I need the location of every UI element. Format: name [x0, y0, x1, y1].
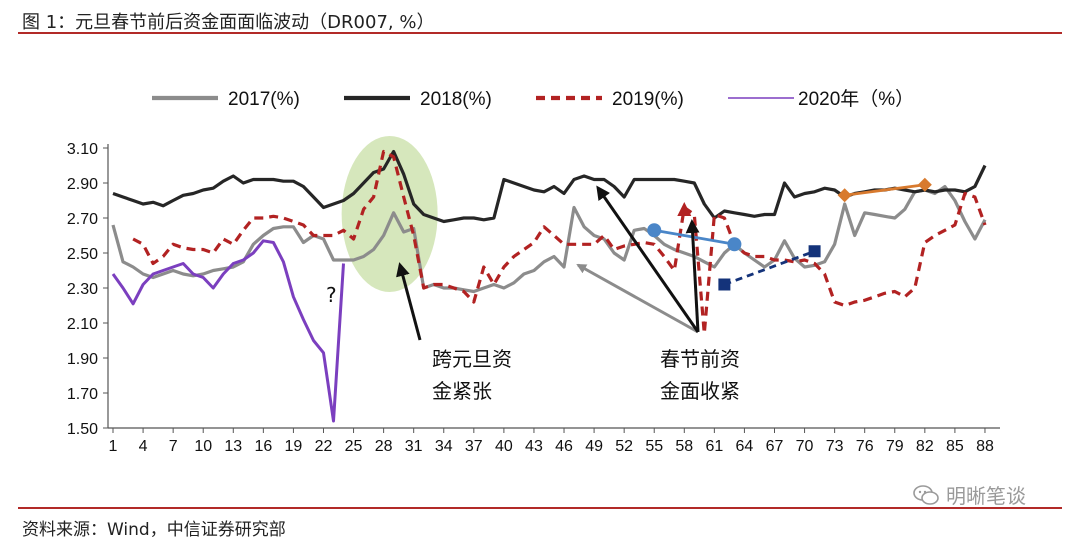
- arrow-new-year: [396, 262, 422, 341]
- chart-series: [111, 149, 987, 423]
- x-tick-label: 82: [916, 438, 934, 455]
- x-tick-label: 61: [705, 438, 723, 455]
- x-tick-label: 22: [315, 438, 333, 455]
- marker-point-red-triangle: [677, 202, 692, 216]
- new-year-highlight: [341, 136, 438, 292]
- x-tick-label: 43: [525, 438, 543, 455]
- chart-axes: 3.102.902.702.502.302.101.901.701.501 4 7 1…: [67, 141, 1000, 455]
- y-tick-label: 2.70: [67, 211, 98, 228]
- x-tick-label: 73: [826, 438, 844, 455]
- series-line-3: [111, 239, 345, 423]
- marker-point-navy: [808, 245, 821, 258]
- marker-line-navy: [723, 249, 816, 286]
- x-tick-label: 85: [946, 438, 964, 455]
- annotation-question-mark: ?: [326, 283, 337, 307]
- x-tick-label: 76: [856, 438, 874, 455]
- x-tick-label: 49: [585, 438, 603, 455]
- x-tick-label: 46: [555, 438, 573, 455]
- series-line-2: [132, 149, 987, 336]
- legend-label-2: 2019(%): [612, 89, 684, 110]
- x-tick-label: 88: [976, 438, 994, 455]
- marker-point-blue: [727, 237, 742, 252]
- y-tick-label: 1.50: [67, 421, 98, 438]
- x-tick-label: 37: [465, 438, 483, 455]
- x-tick-label: 40: [495, 438, 513, 455]
- x-tick-label: 4: [139, 438, 148, 455]
- series-line-1: [112, 149, 987, 224]
- x-tick-label: 1: [109, 438, 118, 455]
- legend-label-1: 2018(%): [420, 89, 492, 110]
- arrow-spring-2017: [576, 263, 699, 334]
- x-tick-label: 55: [645, 438, 663, 455]
- x-tick-label: 34: [435, 438, 453, 455]
- x-tick-label: 70: [796, 438, 814, 455]
- marker-line-orange: [844, 183, 926, 197]
- x-tick-label: 28: [375, 438, 393, 455]
- chart-markers: [647, 177, 932, 291]
- legend-label-3: 2020年（%）: [798, 88, 914, 110]
- annotation-cross-new-year-1: 跨元旦资: [432, 347, 512, 371]
- arrow-spring-2019: [685, 219, 700, 333]
- x-tick-label: 25: [345, 438, 363, 455]
- arrow-spring-2018: [596, 185, 700, 333]
- y-tick-label: 3.10: [67, 141, 98, 158]
- y-tick-label: 1.70: [67, 386, 98, 403]
- source-note: 资料来源：Wind，中信证券研究部: [22, 520, 286, 540]
- x-tick-label: 31: [405, 438, 423, 455]
- y-tick-label: 1.90: [67, 351, 98, 368]
- annotation-pre-spring-2: 金面收紧: [660, 379, 740, 403]
- y-tick-label: 2.50: [67, 246, 98, 263]
- x-tick-label: 7: [169, 438, 178, 455]
- marker-point-orange: [917, 177, 932, 192]
- x-tick-label: 52: [615, 438, 633, 455]
- annotation-pre-spring-1: 春节前资: [660, 347, 740, 371]
- marker-point-orange: [837, 188, 852, 203]
- legend-label-0: 2017(%): [228, 89, 300, 110]
- chart-caption: 图 1：元旦春节前后资金面面临波动（DR007, %）: [22, 12, 435, 33]
- x-tick-label: 10: [194, 438, 212, 455]
- annotation-arrows: [396, 185, 700, 341]
- wechat-icon: [913, 484, 939, 505]
- top-divider: [18, 32, 1062, 34]
- y-tick-label: 2.10: [67, 316, 98, 333]
- x-tick-label: 13: [224, 438, 242, 455]
- x-tick-label: 67: [766, 438, 784, 455]
- annotation-labels: ? 跨元旦资 金紧张 春节前资 金面收紧: [326, 283, 740, 403]
- watermark-text: 明晰笔谈: [946, 484, 1026, 508]
- line-chart: 3.102.902.702.502.302.101.901.701.501 4 7 1…: [67, 88, 1000, 455]
- highlight-ellipse: [341, 136, 438, 292]
- x-tick-label: 58: [675, 438, 693, 455]
- annotation-cross-new-year-2: 金紧张: [432, 379, 492, 403]
- marker-point-navy: [718, 278, 731, 291]
- x-tick-label: 16: [254, 438, 272, 455]
- bottom-divider: [18, 507, 1062, 509]
- y-tick-label: 2.90: [67, 176, 98, 193]
- chart-legend: 2017(%) 2018(%) 2019(%) 2020年（%）: [152, 88, 914, 110]
- series-line-0: [111, 184, 987, 294]
- y-tick-label: 2.30: [67, 281, 98, 298]
- x-tick-label: 79: [886, 438, 904, 455]
- marker-point-blue: [647, 223, 662, 238]
- x-tick-label: 64: [736, 438, 754, 455]
- x-tick-label: 19: [285, 438, 303, 455]
- watermark: 明晰笔谈: [912, 480, 1026, 509]
